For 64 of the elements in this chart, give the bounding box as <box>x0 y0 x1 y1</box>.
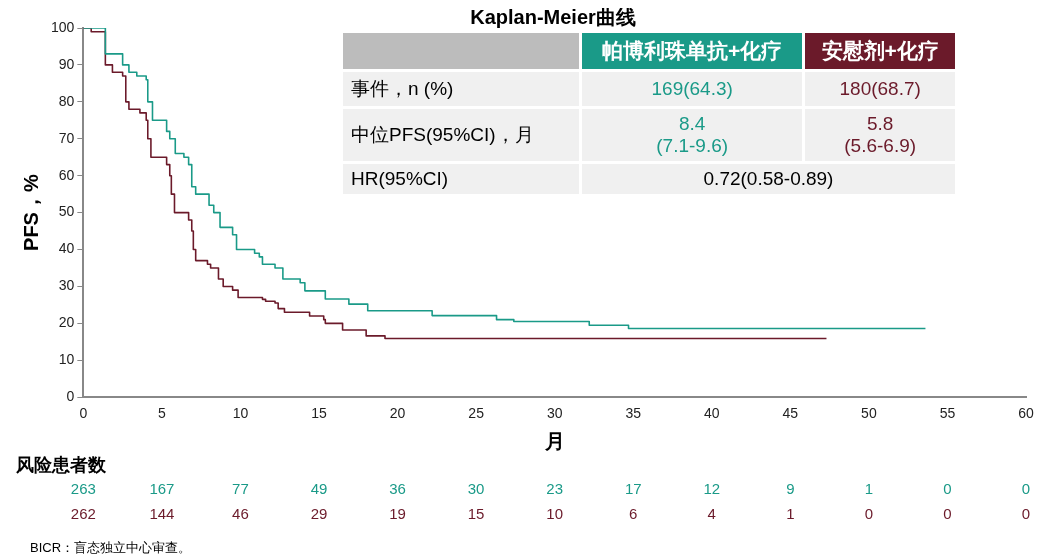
text: 0 <box>943 505 952 523</box>
text: 0 <box>943 480 952 498</box>
text: 0 <box>864 505 874 523</box>
text: 167 <box>149 480 175 498</box>
y-axis-title: PFS，% <box>19 174 42 251</box>
annotation: 事件，n (%) <box>343 72 579 106</box>
text: BICR：盲态独立中心审查。 <box>30 539 192 555</box>
x-tick-label: 0 <box>79 405 88 422</box>
text: 10 <box>546 505 564 523</box>
y-tick-label: 20 <box>58 314 75 331</box>
text: 144 <box>149 505 175 523</box>
text: 262 <box>70 505 96 523</box>
y-tick-label: 0 <box>66 388 75 405</box>
x-tick-label: 60 <box>1018 405 1034 422</box>
x-tick-label: 40 <box>704 405 720 422</box>
text: 77 <box>232 480 249 498</box>
text: 15 <box>467 505 485 523</box>
x-axis-title: 月 <box>543 429 565 452</box>
text: 23 <box>546 480 564 498</box>
text: 12 <box>703 480 721 498</box>
annotation: 中位PFS(95%CI)，月 <box>343 109 579 161</box>
y-tick-label: 60 <box>58 166 75 183</box>
text: 29 <box>310 505 328 523</box>
text: 49 <box>310 480 328 498</box>
x-tick-label: 50 <box>861 405 877 422</box>
text: 6 <box>629 505 638 523</box>
text: 46 <box>232 505 249 523</box>
text: 0 <box>1021 505 1031 523</box>
text: 17 <box>624 480 642 498</box>
text: 1 <box>864 480 874 498</box>
x-tick-label: 35 <box>625 405 642 422</box>
x-tick-label: 10 <box>232 405 249 422</box>
x-tick-label: 25 <box>468 405 485 422</box>
x-tick-label: 15 <box>311 405 328 422</box>
y-tick-label: 30 <box>58 277 75 294</box>
y-tick-label: 50 <box>58 203 75 220</box>
annotation: HR(95%CI) <box>343 164 579 194</box>
text: 9 <box>786 480 795 498</box>
x-tick-label: 45 <box>782 405 799 422</box>
text: 263 <box>70 480 96 498</box>
text: 36 <box>389 480 406 498</box>
y-tick-label: 70 <box>58 129 75 146</box>
y-tick-label: 80 <box>58 92 75 109</box>
annotation: 8.4 (7.1-9.6) <box>582 109 803 161</box>
annotation: 180(68.7) <box>805 72 955 106</box>
text: 4 <box>707 505 716 523</box>
x-tick-label: 20 <box>389 405 406 422</box>
x-tick-label: 30 <box>546 405 563 422</box>
y-tick-label: 40 <box>58 240 75 257</box>
x-tick-label: 55 <box>939 405 956 422</box>
annotation: 169(64.3) <box>582 72 803 106</box>
text: 30 <box>467 480 485 498</box>
y-tick-label: 100 <box>51 18 75 35</box>
x-tick-label: 5 <box>158 405 167 422</box>
text: 1 <box>786 505 795 523</box>
y-tick-label: 90 <box>58 55 75 72</box>
text: 安慰剂+化疗 <box>821 39 939 62</box>
annotation: 5.8 (5.6-6.9) <box>805 109 955 161</box>
text: 风险患者数 <box>15 454 107 475</box>
text: 帕博利珠单抗+化疗 <box>602 39 783 62</box>
annotation: 0.72(0.58-0.89) <box>582 164 955 194</box>
y-tick-label: 10 <box>58 351 75 368</box>
text: 19 <box>389 505 406 523</box>
text: 0 <box>1021 480 1031 498</box>
